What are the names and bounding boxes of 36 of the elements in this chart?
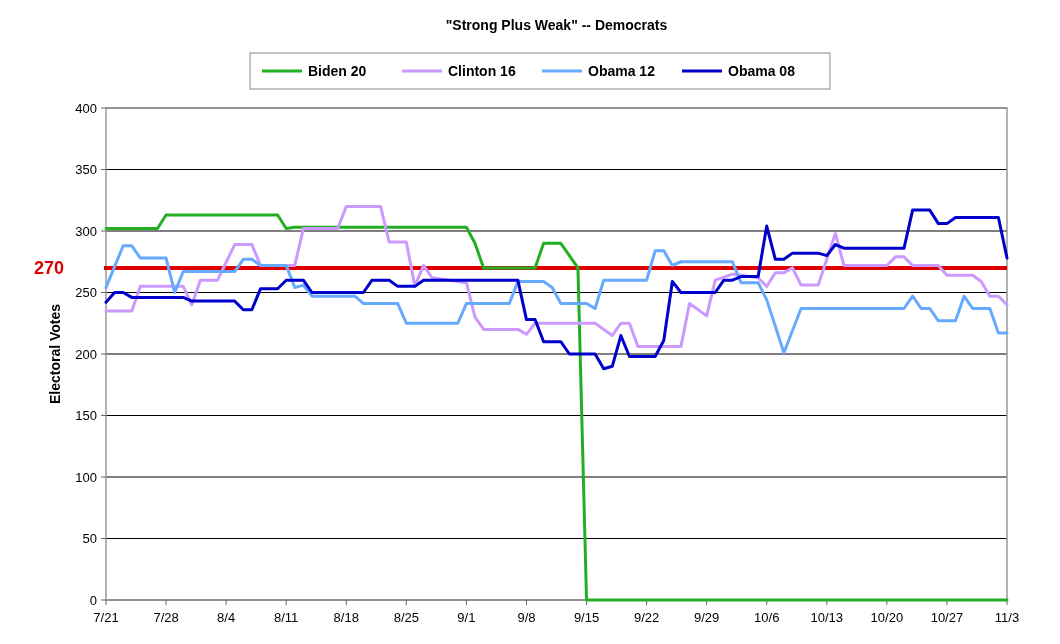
x-tick-label: 7/28 [153,610,179,625]
x-tick-label: 8/25 [393,610,419,625]
y-tick-label: 150 [75,408,97,424]
x-tick-label: 10/13 [810,610,844,625]
x-tick-label: 9/8 [517,610,536,625]
x-tick-label: 10/27 [930,610,964,625]
y-tick-label: 250 [75,285,97,301]
line-series [104,213,1009,602]
legend-label: Obama 12 [588,62,656,79]
y-tick-label: 400 [75,100,97,116]
legend-label: Obama 08 [728,62,796,79]
x-tick-label: 10/6 [754,610,780,625]
x-tick-label: 10/20 [870,610,904,625]
chart-title: "Strong Plus Weak" -- Democrats [445,17,668,33]
y-tick-label: 100 [75,469,97,485]
ref-line-label: 270 [34,258,65,279]
line-series [104,208,1009,371]
legend-label: Clinton 16 [448,62,516,79]
x-tick-label: 7/21 [93,610,119,625]
y-tick-label: 50 [82,531,97,547]
y-tick-label: 300 [75,223,97,239]
x-tick-label: 8/18 [333,610,359,625]
x-tick-label: 9/22 [633,610,660,625]
x-tick-label: 11/3 [994,610,1020,625]
line-series [104,244,1009,355]
x-tick-label: 8/11 [274,610,299,625]
x-tick-label: 9/29 [694,610,720,625]
x-tick-label: 9/1 [457,610,476,625]
line-series [104,204,1009,349]
y-tick-label: 0 [89,592,97,608]
y-tick-label: 350 [75,162,97,178]
x-tick-label: 9/15 [573,610,600,625]
x-tick-label: 8/4 [217,610,236,625]
y-axis-title: Electoral Votes [47,303,63,405]
legend-label: Biden 20 [308,62,367,79]
y-tick-label: 200 [75,346,97,362]
